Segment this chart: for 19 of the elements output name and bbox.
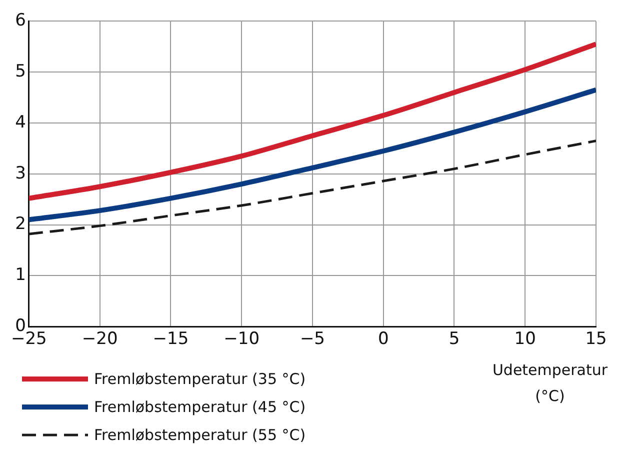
x-tick-label: 5 xyxy=(448,329,460,350)
x-tick-label: 0 xyxy=(378,329,389,350)
x-axis-title: Udetemperatur (°C) xyxy=(491,360,609,407)
y-tick-label: 4 xyxy=(15,112,26,132)
x-tick-label: −15 xyxy=(152,329,189,350)
x-tick-label: 15 xyxy=(585,329,607,350)
x-tick-label: −10 xyxy=(224,329,260,350)
x-tick-label: 10 xyxy=(514,329,536,350)
x-tick-label: −5 xyxy=(300,329,325,350)
y-tick-label: 3 xyxy=(15,163,26,184)
x-tick-label: −20 xyxy=(82,329,118,350)
legend-label: Fremløbstemperatur (45 °C) xyxy=(94,398,306,416)
y-tick-label: 1 xyxy=(15,265,26,286)
y-tick-label: 2 xyxy=(15,214,26,234)
y-tick-label: 6 xyxy=(15,10,26,31)
y-tick-label: 5 xyxy=(15,62,26,82)
legend-label: Fremløbstemperatur (55 °C) xyxy=(94,426,306,444)
legend-label: Fremløbstemperatur (35 °C) xyxy=(94,370,306,388)
y-tick-label: 0 xyxy=(15,316,26,336)
